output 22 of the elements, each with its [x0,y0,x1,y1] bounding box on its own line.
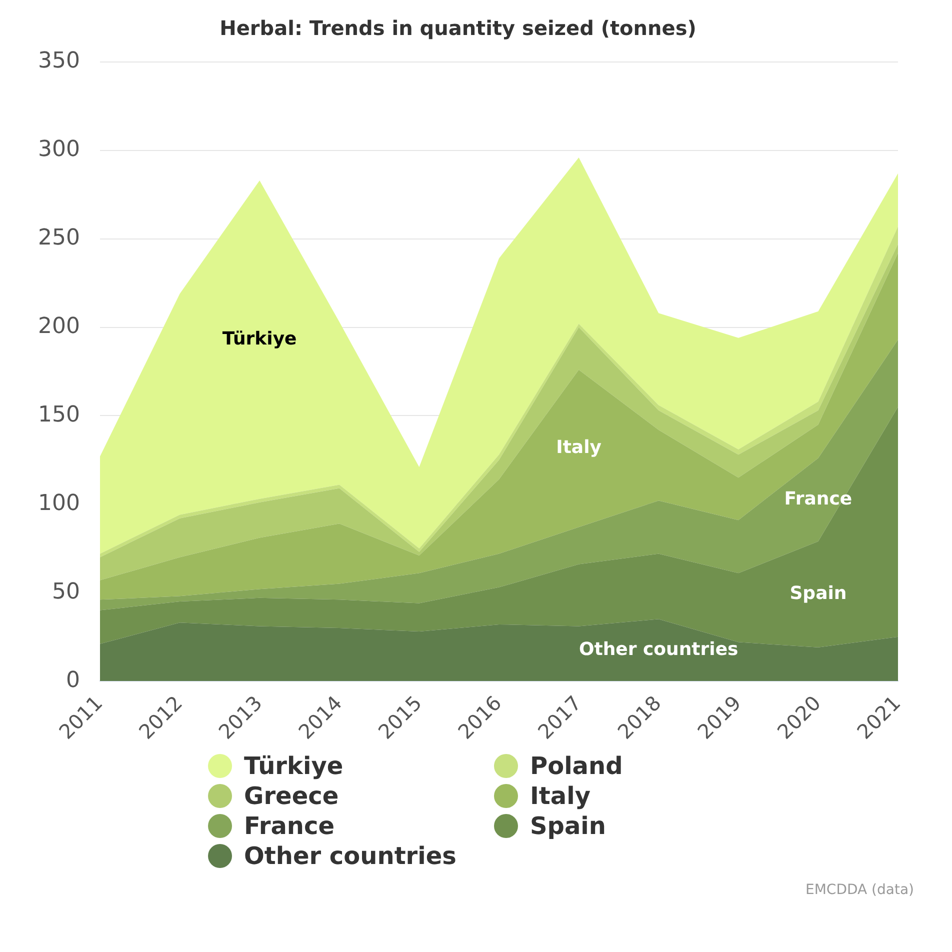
chart-title: Herbal: Trends in quantity seized (tonnes) [220,16,696,40]
legend-label: Greece [244,782,339,810]
y-tick-label: 350 [38,48,80,74]
text: EMCDDA (data) [804,882,915,898]
text: Other countries [578,638,738,660]
legend-label: Türkiye [244,752,344,780]
text: France [784,488,852,510]
text: Spain [790,583,847,604]
y-tick-label: 100 [38,490,80,516]
legend-label: Other countries [244,842,456,870]
y-tick-label: 150 [38,402,80,428]
y-tick-label: 250 [38,226,80,251]
y-tick-label: 50 [52,579,80,604]
legend-label: Spain [530,812,606,840]
text: Türkiye [222,328,297,350]
text: Italy [556,437,602,458]
legend-label: Italy [530,782,590,810]
y-tick-label: 0 [66,668,80,693]
y-tick-label: 300 [38,137,80,162]
y-tick-label: 200 [38,314,80,340]
legend-label: Poland [530,752,623,780]
legend-label: France [244,812,334,840]
